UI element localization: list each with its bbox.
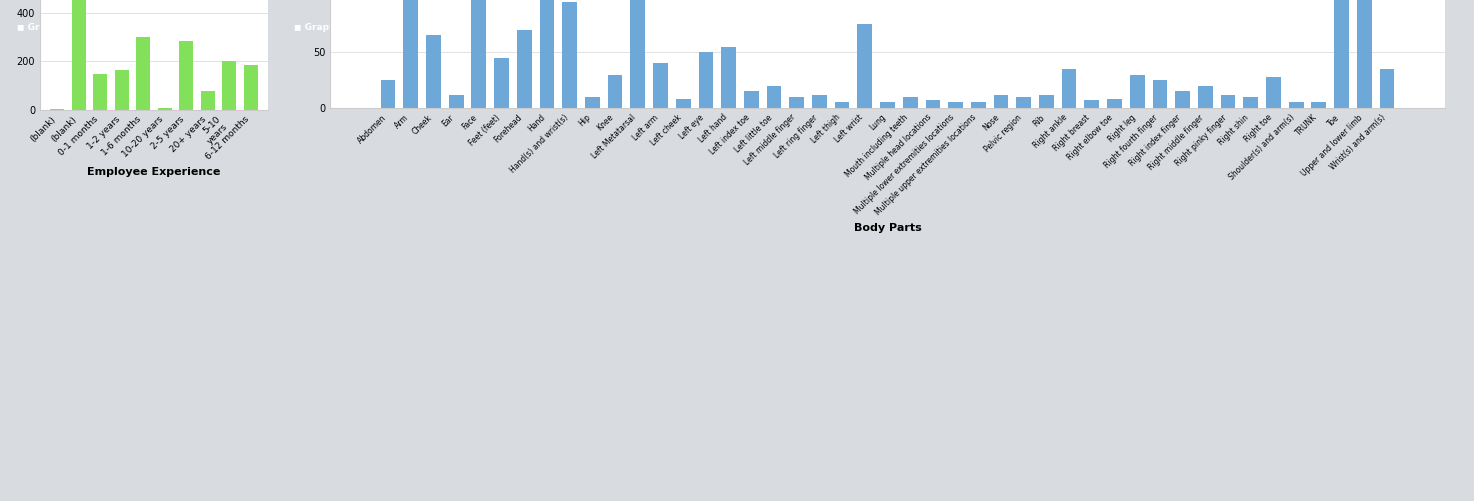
Bar xyxy=(926,100,940,108)
Bar xyxy=(1153,80,1167,108)
Bar xyxy=(1175,91,1190,108)
Bar xyxy=(812,95,827,108)
Bar xyxy=(562,2,576,108)
Bar xyxy=(180,41,193,110)
Bar xyxy=(1244,97,1259,108)
Bar xyxy=(631,0,646,108)
Bar xyxy=(539,0,554,108)
Bar xyxy=(902,97,918,108)
Bar xyxy=(404,0,419,108)
Bar xyxy=(1198,86,1213,108)
Bar xyxy=(380,80,395,108)
Bar xyxy=(1017,97,1032,108)
Bar xyxy=(675,99,690,108)
Bar xyxy=(653,63,668,108)
Bar xyxy=(607,75,622,108)
Bar xyxy=(1266,77,1281,108)
X-axis label: Body Parts: Body Parts xyxy=(853,223,921,233)
Bar xyxy=(858,24,873,108)
Bar xyxy=(115,70,128,110)
Bar xyxy=(1039,95,1054,108)
Bar xyxy=(136,37,150,110)
Bar xyxy=(1380,69,1394,108)
Text: ⊞ Data Table: ⊞ Data Table xyxy=(87,24,144,33)
Bar xyxy=(472,0,486,108)
Bar xyxy=(1288,102,1303,108)
Bar xyxy=(948,102,963,108)
Bar xyxy=(744,91,759,108)
Bar xyxy=(1085,100,1100,108)
Bar xyxy=(426,36,441,108)
Text: ◼ Graphs: ◼ Graphs xyxy=(293,24,340,33)
Bar xyxy=(200,91,215,110)
Bar xyxy=(72,0,85,110)
Bar xyxy=(971,102,986,108)
Bar xyxy=(880,102,895,108)
Bar xyxy=(1061,69,1076,108)
Bar xyxy=(243,65,258,110)
Bar xyxy=(223,62,236,110)
Bar xyxy=(585,97,600,108)
Text: ◼ Graphs: ◼ Graphs xyxy=(18,24,63,33)
Bar xyxy=(448,95,463,108)
Bar xyxy=(1334,0,1349,108)
Bar xyxy=(789,97,805,108)
Bar xyxy=(721,47,736,108)
Text: ⊞ Data Table: ⊞ Data Table xyxy=(364,24,422,33)
Bar xyxy=(50,109,65,110)
Bar xyxy=(494,58,509,108)
Bar xyxy=(1312,102,1327,108)
Bar xyxy=(517,30,532,108)
Bar xyxy=(1220,95,1235,108)
X-axis label: Employee Experience: Employee Experience xyxy=(87,167,221,177)
Bar xyxy=(158,108,171,110)
Bar xyxy=(1107,99,1122,108)
Bar xyxy=(993,95,1008,108)
Bar xyxy=(834,102,849,108)
Bar xyxy=(766,86,781,108)
Bar xyxy=(93,74,108,110)
Bar xyxy=(699,52,713,108)
Bar xyxy=(1358,0,1372,108)
Bar xyxy=(1131,75,1145,108)
